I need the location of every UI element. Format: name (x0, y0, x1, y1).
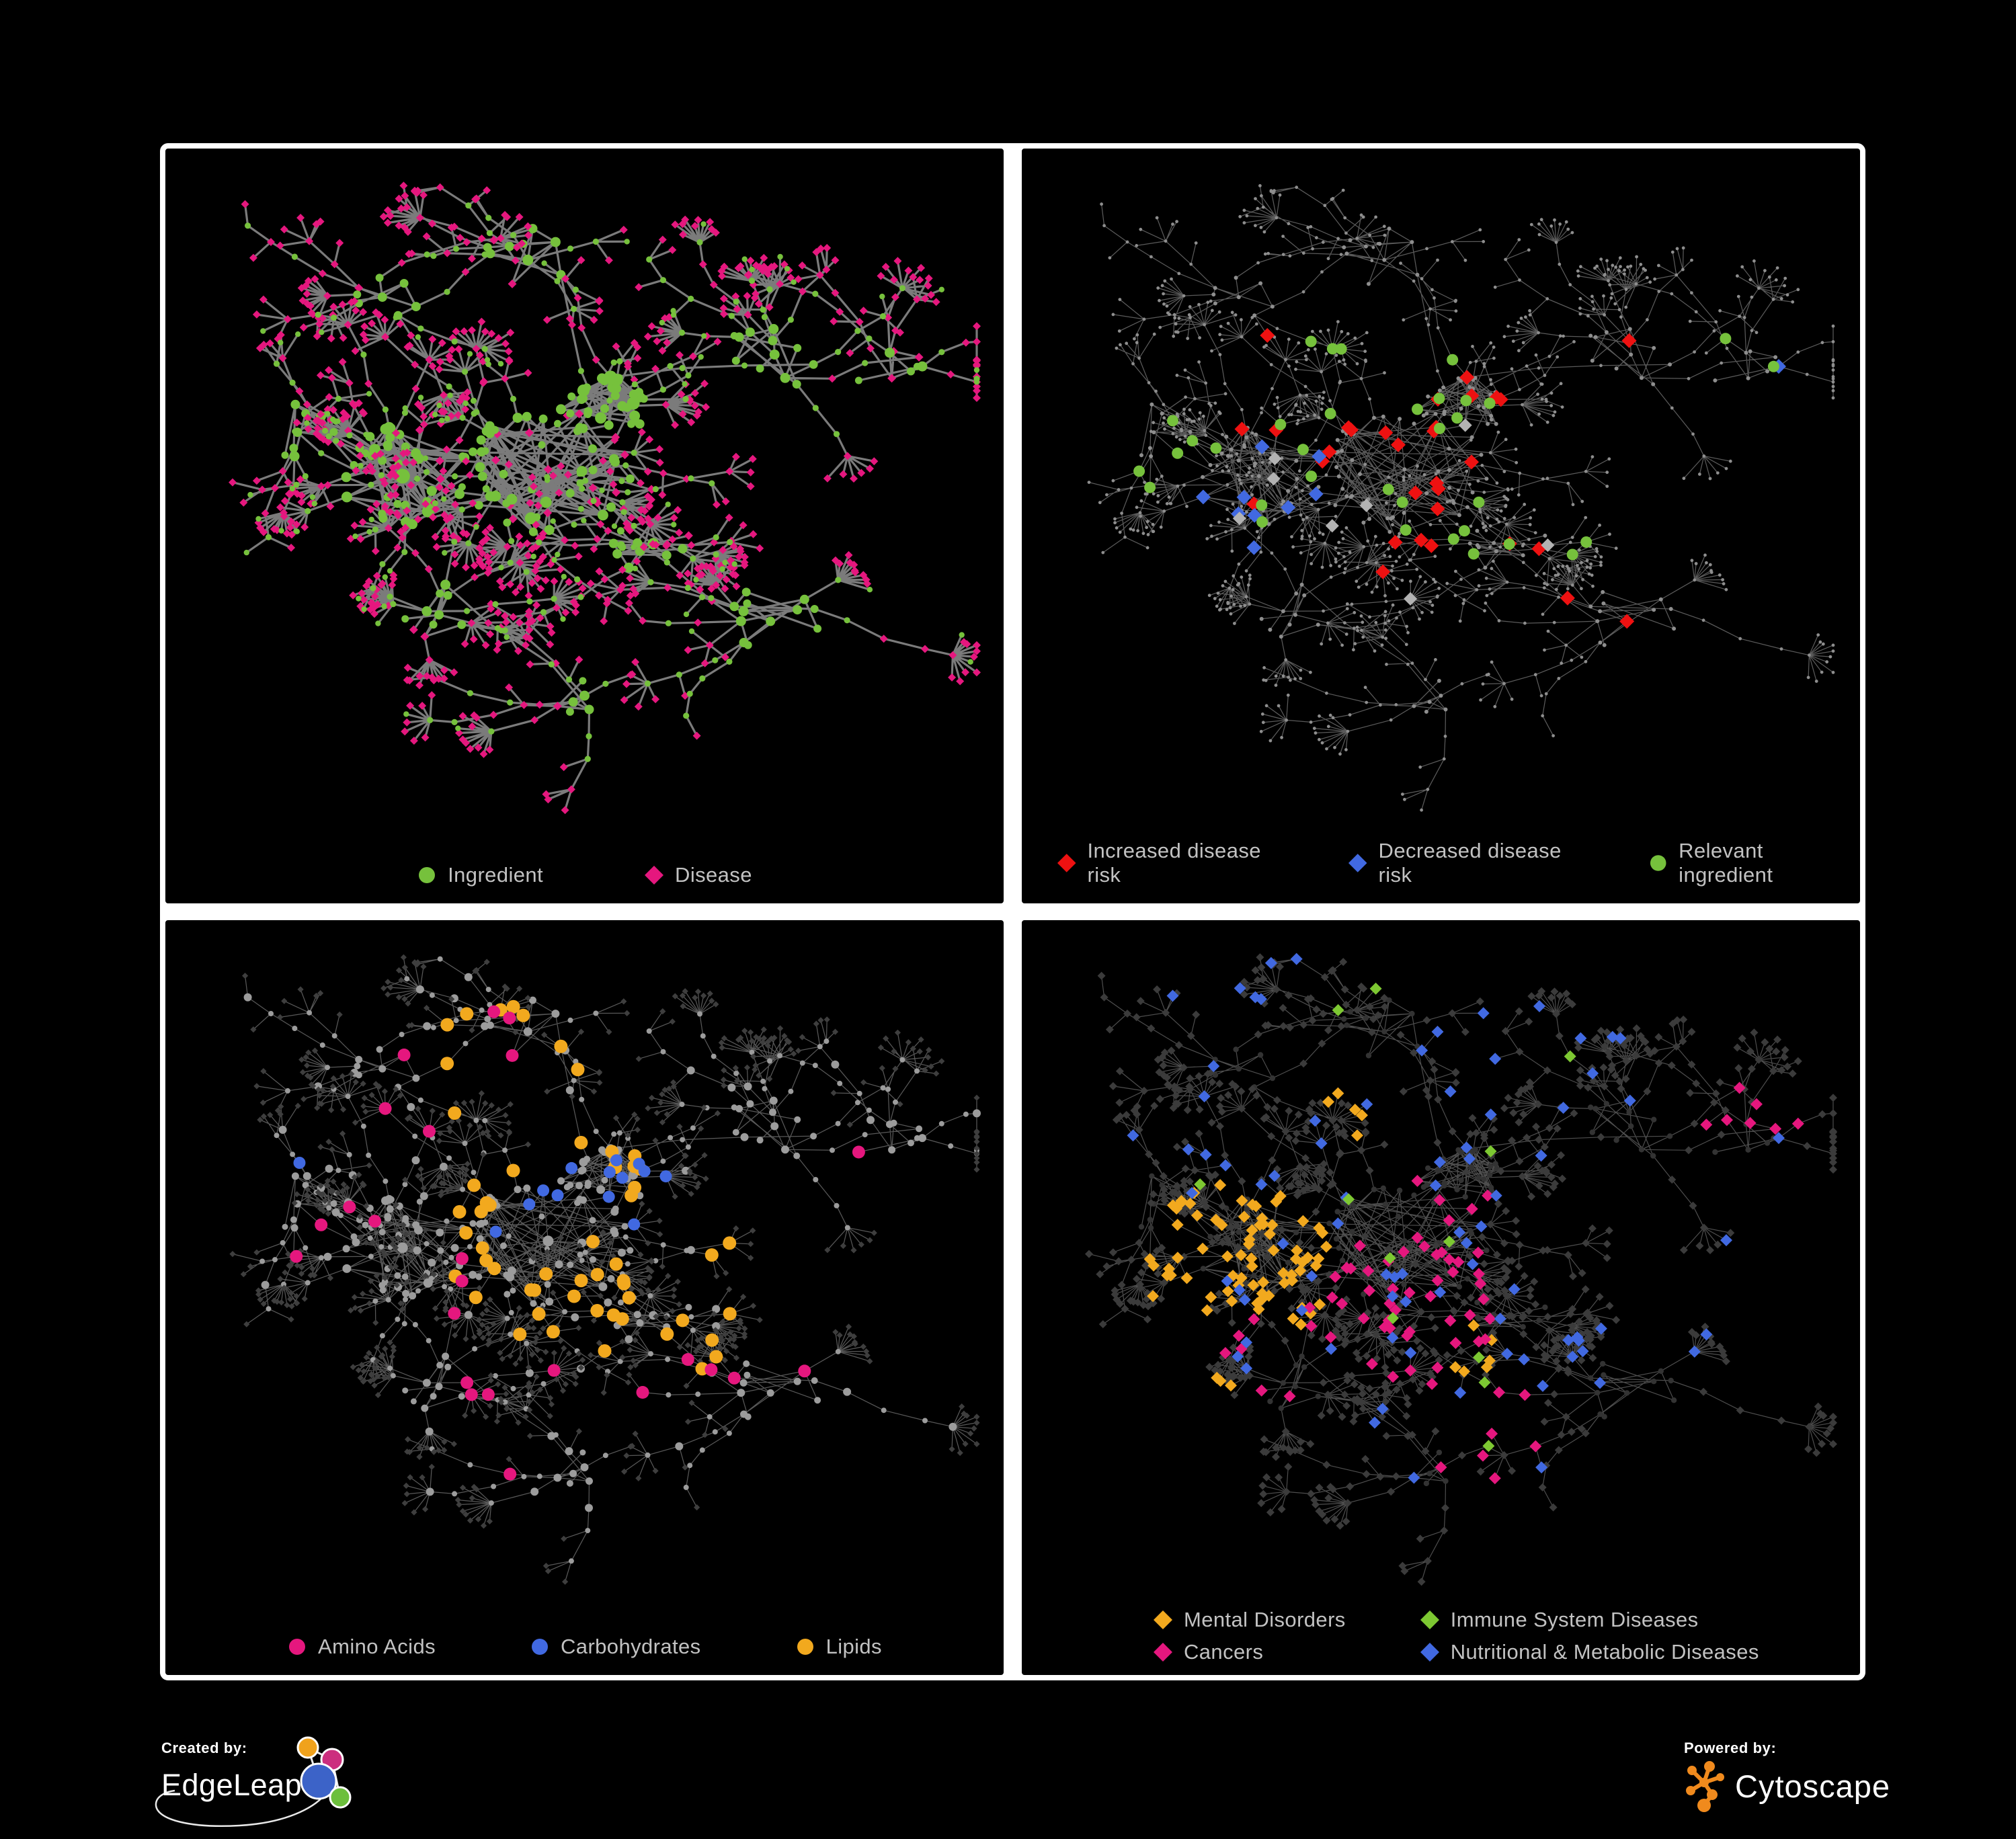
legend-disease-risk: Increased disease risk Decreased disease … (1022, 839, 1860, 887)
legend-diamond-icon (1420, 1610, 1439, 1629)
legend-label: Lipids (825, 1635, 882, 1658)
cytoscape-logo-icon (1686, 1761, 1724, 1812)
legend-diamond-icon (1154, 1610, 1172, 1629)
panel-disease-classes: Mental Disorders Immune System Diseases Ca… (1016, 915, 1865, 1680)
legend-label: Carbohydrates (561, 1635, 701, 1658)
network-disease-risk (1087, 183, 1835, 812)
panel-metabolite-classes: Amino Acids Carbohydrates Lipids (160, 915, 1009, 1680)
legend-item-increased-disease-risk: Increased disease risk (1057, 839, 1297, 887)
legend-circle-icon (797, 1639, 813, 1655)
edgeleap-logo-text: EdgeLeap (161, 1768, 303, 1802)
legend-item-ingredient: Ingredient (417, 863, 543, 887)
edgeleap-logo: EdgeLeap (155, 1736, 376, 1827)
legend-item-relevant-ingredient: Relevant ingredient (1648, 839, 1860, 887)
legend-label: Decreased disease risk (1378, 839, 1562, 887)
legend-item-disease: Disease (644, 863, 752, 887)
legend-label: Nutritional & Metabolic Diseases (1450, 1640, 1759, 1664)
legend-item-amino-acids: Amino Acids (287, 1635, 436, 1659)
legend-diamond-icon (1154, 1643, 1172, 1662)
legend-label: Cancers (1184, 1640, 1264, 1664)
legend-diamond-icon (1348, 854, 1367, 872)
figure-grid: Ingredient Disease Increased disease risk… (160, 143, 1865, 1680)
legend-label: Amino Acids (318, 1635, 436, 1658)
legend-item-nutritional-metabolic-diseases: Nutritional & Metabolic Diseases (1420, 1640, 1759, 1664)
legend-label: Disease (675, 863, 752, 887)
legend-circle-icon (532, 1639, 549, 1655)
network-metabolite-classes (229, 954, 981, 1585)
legend-metabolite-classes: Amino Acids Carbohydrates Lipids (165, 1635, 1004, 1659)
legend-label: Immune System Diseases (1450, 1608, 1699, 1631)
legend-label: Ingredient (448, 863, 544, 887)
edgeleap-logo-network-icon (296, 1736, 352, 1809)
network-disease-classes (1085, 952, 1837, 1586)
panel-disease-risk: Increased disease risk Decreased disease … (1016, 143, 1865, 909)
legend-ingredient-disease: Ingredient Disease (165, 863, 1004, 887)
legend-disease-classes: Mental Disorders Immune System Diseases Ca… (1022, 1608, 1860, 1664)
legend-item-immune-system-diseases: Immune System Diseases (1420, 1608, 1759, 1632)
legend-item-decreased-disease-risk: Decreased disease risk (1348, 839, 1597, 887)
legend-label: Increased disease risk (1087, 839, 1261, 887)
powered-by-label: Powered by: (1684, 1740, 1777, 1756)
edgeleap-credit: Created by: EdgeLeap (155, 1736, 376, 1827)
legend-circle-icon (289, 1639, 306, 1655)
cytoscape-logo-text: Cytoscape (1735, 1768, 1891, 1804)
legend-label: Mental Disorders (1184, 1608, 1346, 1631)
legend-item-cancers: Cancers (1153, 1640, 1346, 1664)
legend-diamond-icon (1420, 1643, 1439, 1662)
cytoscape-logo: Cytoscape (1684, 1760, 1890, 1812)
cytoscape-credit: Powered by: Cytoscape (1684, 1740, 1890, 1812)
legend-item-lipids: Lipids (795, 1635, 882, 1659)
legend-diamond-icon (1057, 854, 1076, 872)
legend-diamond-icon (645, 866, 664, 885)
legend-circle-icon (1650, 855, 1666, 871)
legend-item-carbohydrates: Carbohydrates (530, 1635, 701, 1659)
network-ingredient-disease (229, 181, 981, 815)
panel-ingredient-disease: Ingredient Disease (160, 143, 1009, 909)
created-by-label: Created by: (161, 1740, 247, 1756)
legend-circle-icon (419, 867, 436, 883)
legend-item-mental-disorders: Mental Disorders (1153, 1608, 1346, 1632)
legend-label: Relevant ingredient (1679, 839, 1773, 887)
